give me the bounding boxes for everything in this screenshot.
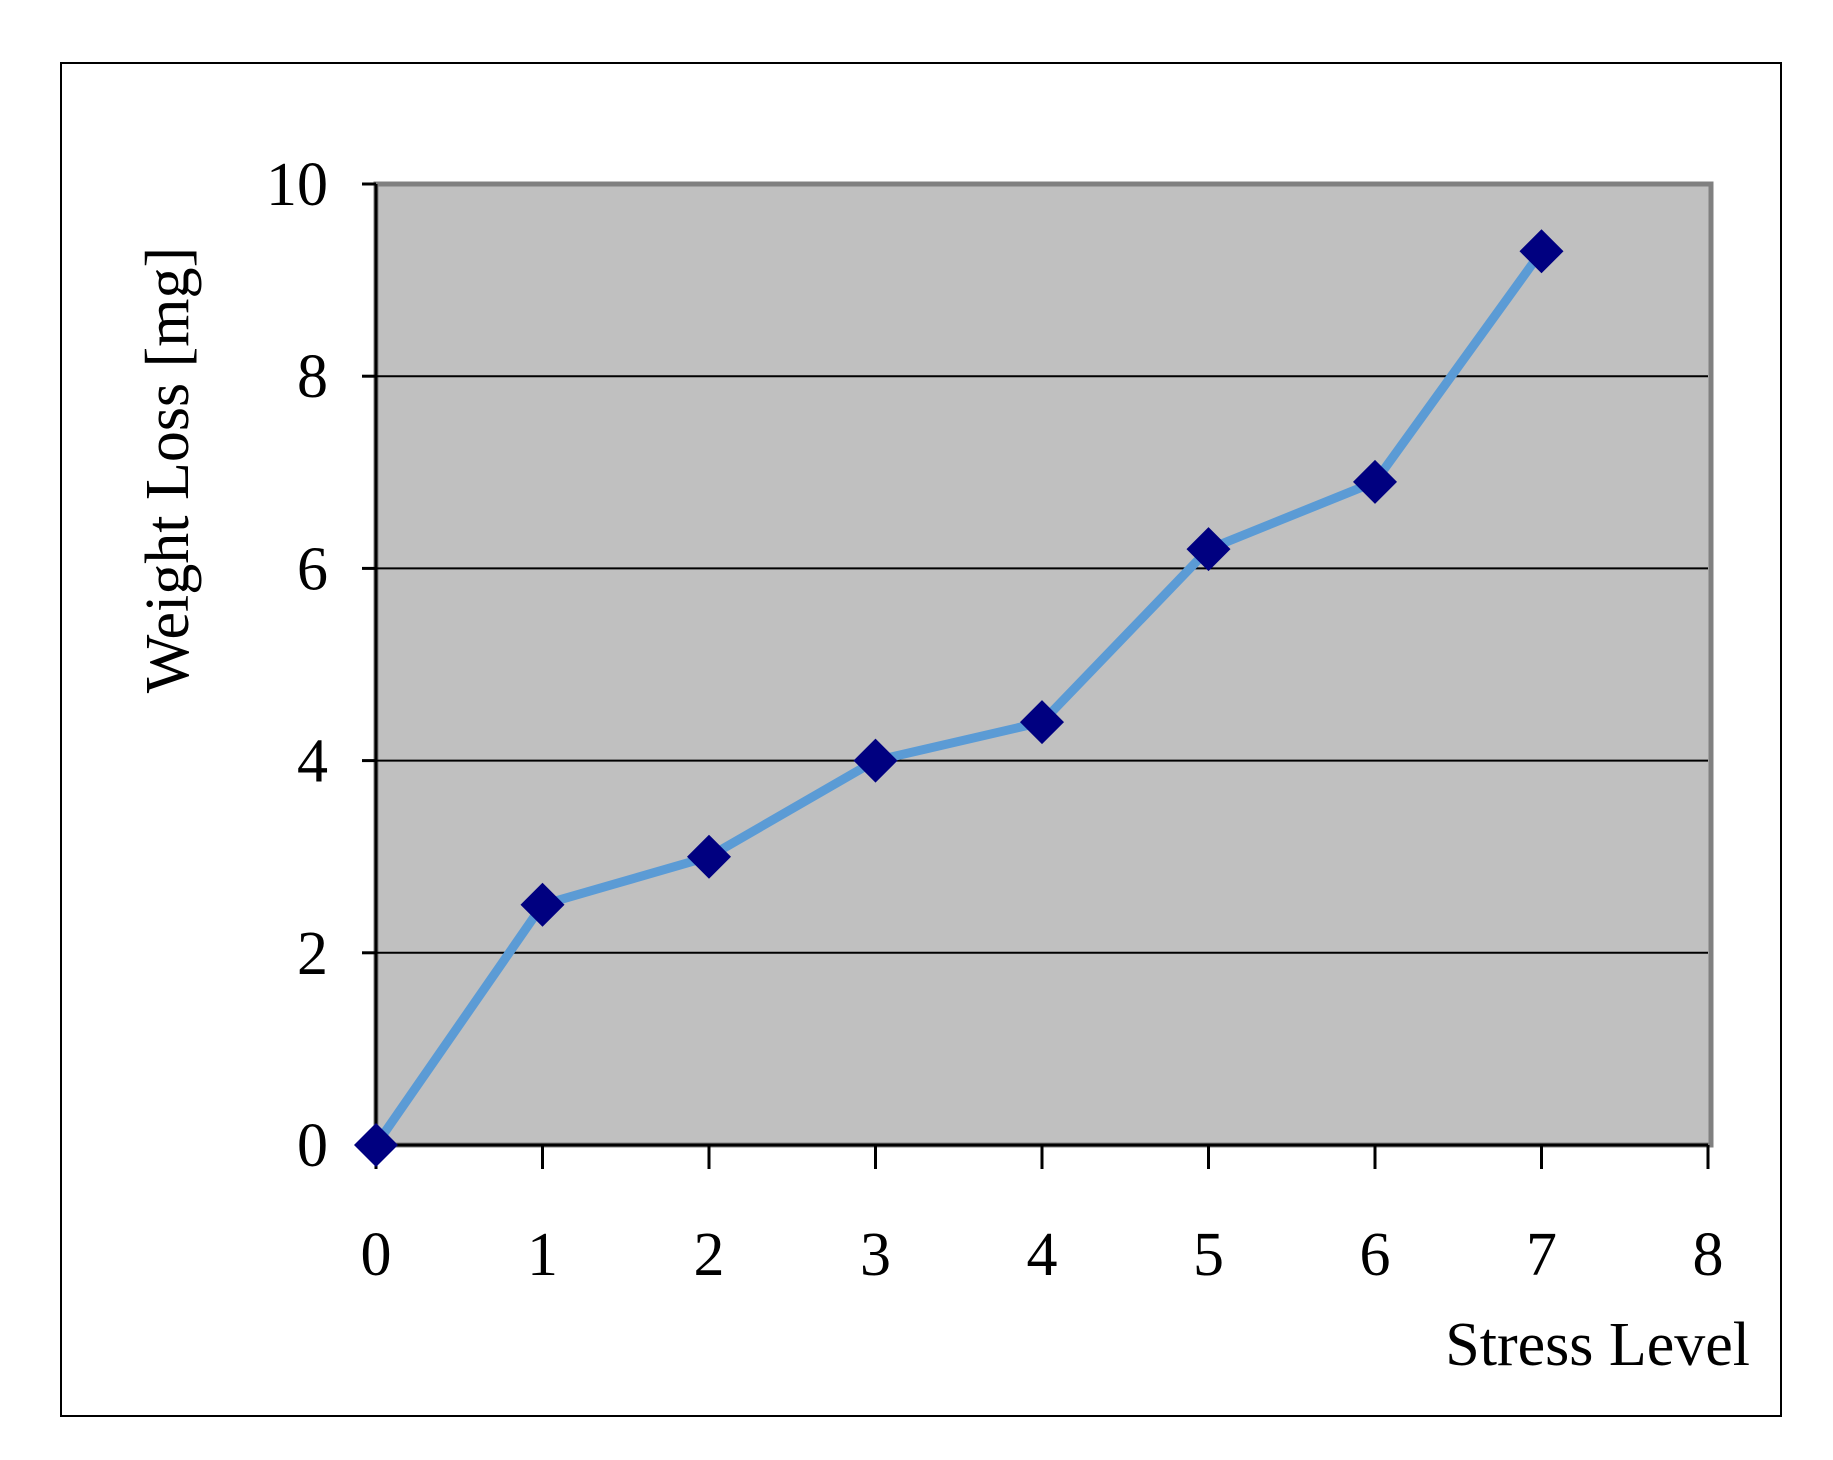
x-tick-label-6: 6 (1360, 1221, 1391, 1289)
x-tick-label-5: 5 (1193, 1221, 1224, 1289)
y-tick-label-8: 8 (297, 343, 328, 411)
series-line-0 (371, 246, 1546, 1150)
x-tick-label-2: 2 (694, 1221, 725, 1289)
data-point-marker-0 (354, 1123, 398, 1167)
y-tick-label-4: 4 (297, 728, 328, 796)
y-tick-label-6: 6 (297, 535, 328, 603)
data-point-marker-4 (1020, 700, 1064, 745)
data-point-marker-5 (1186, 527, 1231, 572)
data-point-marker-6 (1353, 459, 1397, 504)
series (354, 229, 1564, 1167)
x-tick-label-4: 4 (1027, 1221, 1058, 1289)
y-tick-label-10: 10 (266, 151, 328, 219)
data-point-marker-2 (687, 834, 731, 879)
grid-lines (376, 375, 1708, 954)
x-tick-label-8: 8 (1693, 1221, 1724, 1289)
y-tick-label-2: 2 (297, 920, 328, 988)
y-axis-title: Weight Loss [mg] (134, 247, 202, 693)
x-tick-label-3: 3 (860, 1221, 891, 1289)
data-point-marker-3 (853, 738, 898, 783)
y-tick-labels: 0 2 4 6 8 10 (266, 151, 328, 1180)
data-point-marker-7 (1519, 229, 1564, 274)
x-tick-label-0: 0 (361, 1221, 392, 1289)
x-tick-labels: 0 1 2 3 4 5 6 7 8 (361, 1221, 1724, 1289)
plot-area (373, 181, 1714, 1148)
x-tick-label-1: 1 (527, 1221, 558, 1289)
x-tick-label-7: 7 (1526, 1221, 1557, 1289)
data-point-marker-1 (520, 882, 565, 927)
x-axis-title: Stress Level (1445, 1311, 1750, 1379)
y-tick-label-0: 0 (297, 1112, 328, 1180)
